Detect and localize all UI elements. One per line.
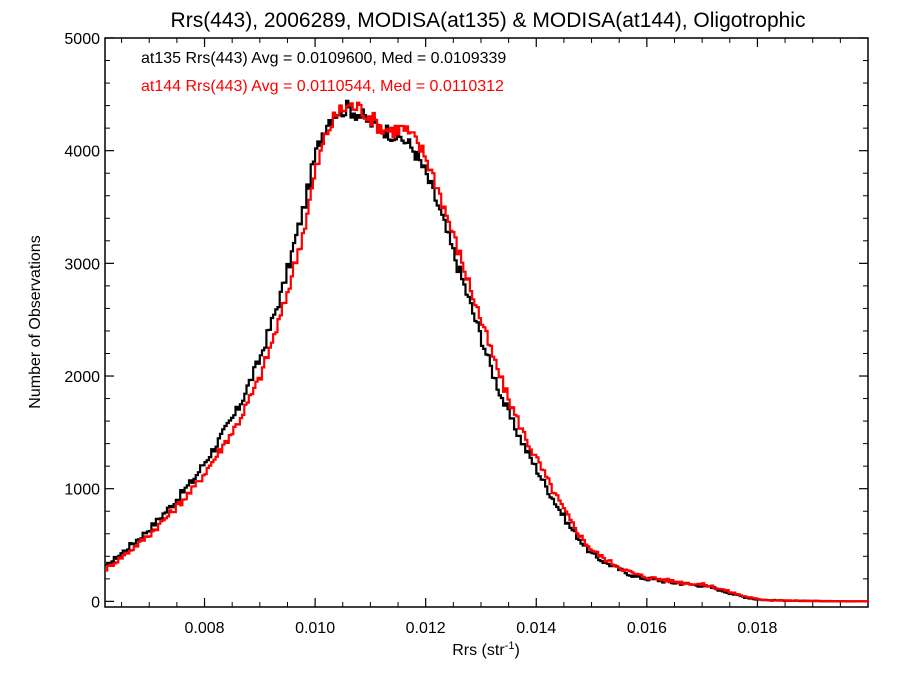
legend-entry-1: at135 Rrs(443) Avg = 0.0109600, Med = 0.…	[141, 50, 506, 67]
y-axis: 0 1000 2000 3000 4000 5000	[64, 31, 868, 611]
x-axis-label: Rrs (str-1)	[452, 640, 520, 659]
x-axis: 0.008 0.010 0.012 0.014 0.016 0.018	[121, 38, 841, 637]
y-tick-label: 3000	[64, 256, 100, 273]
x-tick-label: 0.012	[406, 620, 446, 637]
x-tick-label: 0.008	[184, 620, 224, 637]
legend-entry-2: at144 Rrs(443) Avg = 0.0110544, Med = 0.…	[141, 78, 504, 95]
chart-title: Rrs(443), 2006289, MODISA(at135) & MODIS…	[171, 9, 806, 32]
y-tick-label: 2000	[64, 369, 100, 386]
series-line-1	[105, 99, 868, 603]
x-axis-label-sup: -1	[505, 640, 515, 652]
x-axis-label-main: Rrs (str	[452, 642, 505, 659]
y-tick-label: 1000	[64, 482, 100, 499]
series-group	[105, 99, 870, 603]
y-axis-label: Number of Observations	[27, 235, 44, 408]
x-tick-label: 0.010	[295, 620, 335, 637]
y-tick-label: 5000	[64, 31, 100, 48]
y-tick-label: 4000	[64, 144, 100, 161]
x-axis-label-close: )	[514, 642, 519, 659]
x-tick-label: 0.016	[627, 620, 667, 637]
y-tick-label: 0	[91, 594, 100, 611]
x-tick-label: 0.014	[516, 620, 556, 637]
plot-frame	[104, 37, 869, 608]
series-line-2	[105, 101, 870, 603]
x-tick-label: 0.018	[737, 620, 777, 637]
